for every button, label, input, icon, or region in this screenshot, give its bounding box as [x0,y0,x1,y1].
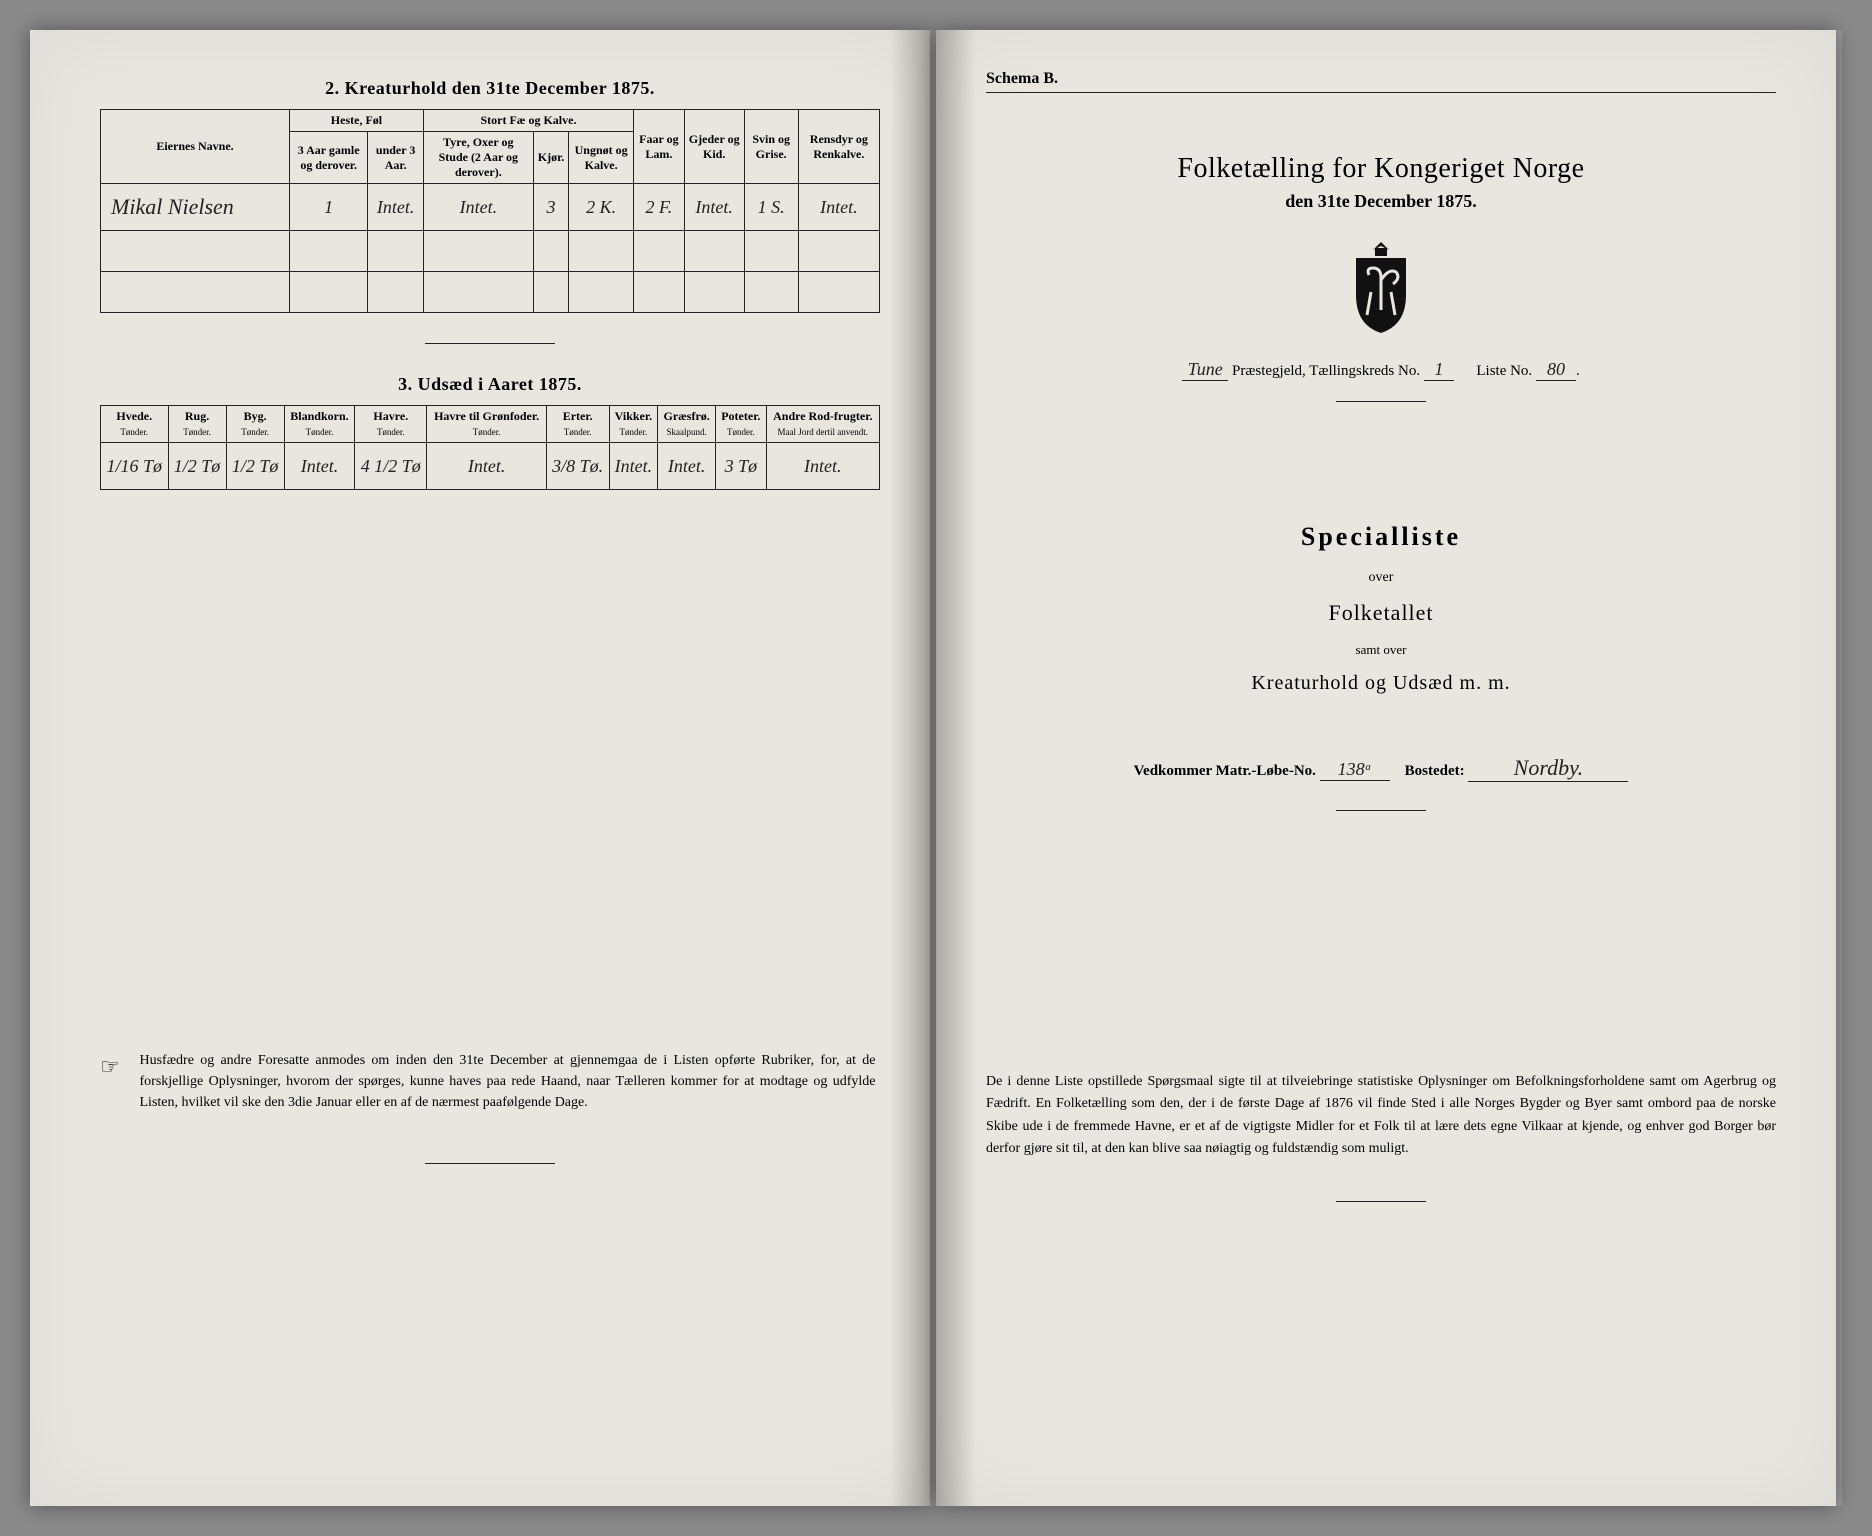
col-owner: Eiernes Navne. [101,110,290,184]
cell: 3 [533,184,569,231]
cell: Intet. [798,184,879,231]
lobe-no: 138ᵃ [1320,759,1390,781]
col: Byg.Tønder. [226,406,284,443]
liste-no: 80 [1536,359,1576,381]
kreatur-heading: Kreaturhold og Udsæd m. m. [986,672,1776,695]
cell: Intet. [284,443,355,490]
col-sheep: Faar og Lam. [634,110,685,184]
col-horses: Heste, Føl [290,110,424,132]
left-footnote: ☞ Husfædre og andre Foresatte anmodes om… [100,1050,880,1113]
label: Præstegjeld, Tællingskreds No. [1232,363,1424,379]
cell: 1 S. [744,184,798,231]
table-row: Mikal Nielsen 1 Intet. Intet. 3 2 K. 2 F… [101,184,880,231]
cell: 1/2 Tø [226,443,284,490]
divider [1336,1201,1426,1202]
parish-line: Tune Præstegjeld, Tællingskreds No. 1 Li… [986,359,1776,381]
label: Vedkommer Matr.-Løbe-No. [1134,763,1320,779]
col: Andre Rod-frugter.Maal Jord dertil anven… [766,406,879,443]
divider [986,92,1776,93]
col: Blandkorn.Tønder. [284,406,355,443]
footnote-text: Husfædre og andre Foresatte anmodes om i… [140,1050,876,1113]
page-spread: 2. Kreaturhold den 31te December 1875. E… [30,30,1842,1506]
census-date: den 31te December 1875. [986,191,1776,212]
cell: Intet. [609,443,658,490]
col-s1: Tyre, Oxer og Stude (2 Aar og derover). [423,132,533,184]
table-row [101,231,880,272]
divider [1336,401,1426,402]
cell: Intet. [766,443,879,490]
col-h2: under 3 Aar. [368,132,424,184]
right-footnote: De i denne Liste opstillede Spørgsmaal s… [986,1071,1776,1161]
cell: 4 1/2 Tø [355,443,427,490]
cell: 1/16 Tø [101,443,169,490]
col-pig: Svin og Grise. [744,110,798,184]
label: over [986,570,1776,586]
cell: 1 [290,184,368,231]
pointing-hand-icon: ☞ [100,1050,136,1083]
section2-title: 2. Kreaturhold den 31te December 1875. [100,78,880,99]
col: Havre.Tønder. [355,406,427,443]
cell: Intet. [427,443,546,490]
col: Vikker.Tønder. [609,406,658,443]
parish-name: Tune [1182,359,1228,381]
col-s3: Ungnøt og Kalve. [569,132,634,184]
col-h1: 3 Aar gamle og derover. [290,132,368,184]
col: Hvede.Tønder. [101,406,169,443]
census-title: Folketælling for Kongeriget Norge [986,153,1776,185]
col-reindeer: Rensdyr og Renkalve. [798,110,879,184]
bosted: Nordby. [1468,755,1628,782]
table-row: 1/16 Tø 1/2 Tø 1/2 Tø Intet. 4 1/2 Tø In… [101,443,880,490]
livestock-table: Eiernes Navne. Heste, Føl Stort Fæ og Ka… [100,109,880,313]
right-page: Schema B. Folketælling for Kongeriget No… [936,30,1836,1506]
col: Erter.Tønder. [546,406,609,443]
divider [425,1163,555,1164]
col: Græsfrø.Skaalpund. [658,406,716,443]
folketallet-heading: Folketallet [986,600,1776,626]
label: Bostedet: [1405,763,1469,779]
seed-table: Hvede.Tønder. Rug.Tønder. Byg.Tønder. Bl… [100,405,880,490]
cell: 2 K. [569,184,634,231]
cell: 1/2 Tø [168,443,226,490]
cell: 2 F. [634,184,685,231]
divider [1336,810,1426,811]
col-s2: Kjør. [533,132,569,184]
schema-label: Schema B. [986,70,1776,88]
kreds-no: 1 [1424,359,1454,381]
col-goat: Gjeder og Kid. [684,110,744,184]
col: Havre til Grønfoder.Tønder. [427,406,546,443]
specialliste-heading: Specialliste [986,522,1776,552]
cell: 3 Tø [716,443,766,490]
col: Poteter.Tønder. [716,406,766,443]
label: samt over [986,642,1776,658]
cell: Intet. [658,443,716,490]
matr-line: Vedkommer Matr.-Løbe-No. 138ᵃ Bostedet: … [986,755,1776,782]
table-row [101,272,880,313]
cell: Intet. [684,184,744,231]
cell: Intet. [423,184,533,231]
label: Liste No. [1476,363,1536,379]
left-page: 2. Kreaturhold den 31te December 1875. E… [30,30,930,1506]
divider [425,343,555,344]
section3-title: 3. Udsæd i Aaret 1875. [100,374,880,395]
col: Rug.Tønder. [168,406,226,443]
coat-of-arms-icon [1341,240,1421,335]
col-cattle: Stort Fæ og Kalve. [423,110,633,132]
cell: Intet. [368,184,424,231]
cell: 3/8 Tø. [546,443,609,490]
owner-name: Mikal Nielsen [101,184,290,231]
